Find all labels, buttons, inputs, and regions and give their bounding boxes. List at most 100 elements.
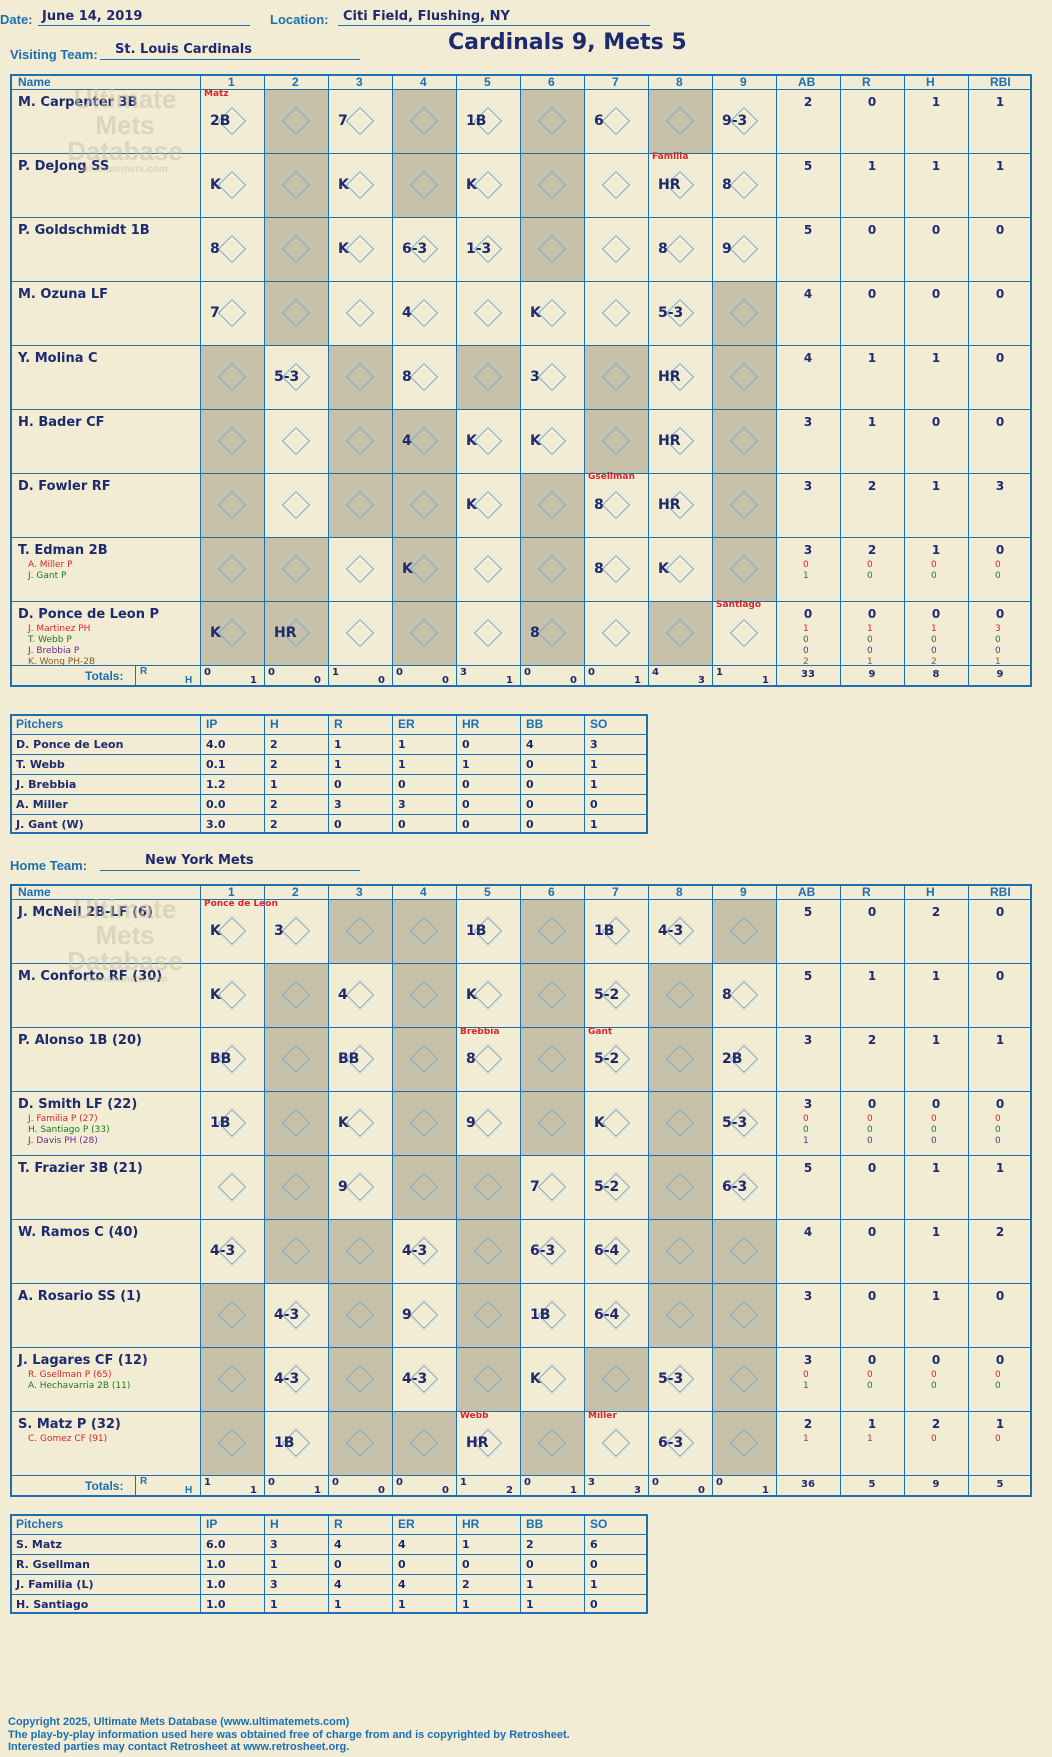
home-team-label: Home Team: xyxy=(10,858,88,873)
batter-stat: 3 xyxy=(803,1289,813,1303)
watermark-line: Mets xyxy=(95,920,155,950)
inning-cell-shaded xyxy=(392,1091,456,1155)
batter-stat: 0 xyxy=(995,543,1005,557)
batter-stat: 0 xyxy=(931,223,941,237)
column-header-stat: AB xyxy=(798,75,816,89)
play-notation: K xyxy=(594,1115,605,1131)
substitute-stat: 0 xyxy=(931,1136,937,1146)
pitcher-header: HR xyxy=(462,1517,480,1531)
location-value: Citi Field, Flushing, NY xyxy=(343,9,510,24)
pitcher-stat: 0 xyxy=(334,778,342,791)
ultimate-mets-watermark: Ultimate Mets Database ultimatemets.com xyxy=(60,896,190,986)
batter-stat: 1 xyxy=(931,969,941,983)
pitcher-row-divider xyxy=(10,814,648,815)
play-notation: 7 xyxy=(530,1179,540,1195)
pitcher-header: H xyxy=(270,717,279,731)
batter-stat: 1 xyxy=(867,1417,877,1431)
play-notation: 1B xyxy=(466,923,487,939)
substitute-stat: 0 xyxy=(931,571,937,581)
batter-stat: 0 xyxy=(931,1353,941,1367)
pitcher-row-divider xyxy=(10,774,648,775)
pitcher-change-note: Santiago xyxy=(716,600,762,610)
pitcher-stat: 2 xyxy=(270,798,278,811)
totals-divider xyxy=(135,665,136,687)
date-label: Date: xyxy=(0,12,33,27)
play-notation: 6-3 xyxy=(402,241,428,257)
pitcher-change-note: Gant xyxy=(588,1027,613,1037)
date-underline xyxy=(38,25,250,26)
pitcher-header: SO xyxy=(590,717,608,731)
column-header-stat: RBI xyxy=(990,75,1011,89)
batter-stat: 0 xyxy=(867,287,877,301)
pitcher-stat: 4 xyxy=(398,1578,406,1591)
inning-cell-shaded xyxy=(712,281,776,345)
substitute-stat: 0 xyxy=(803,560,809,570)
inning-cell-shaded xyxy=(520,473,584,537)
header-divider xyxy=(10,89,1032,90)
inning-hits-total: 0 xyxy=(378,1485,385,1496)
play-notation: 1B xyxy=(530,1307,551,1323)
play-notation: 5-2 xyxy=(594,1179,620,1195)
substitute-stat: 1 xyxy=(803,1381,809,1391)
substitute-name: H. Santiago P (33) xyxy=(28,1125,110,1135)
inning-cell-shaded xyxy=(392,899,456,963)
batter-stat: 1 xyxy=(931,95,941,109)
play-notation: 1B xyxy=(594,923,615,939)
batter-stat: 0 xyxy=(867,905,877,919)
batter-stat: 5 xyxy=(803,159,813,173)
stat-divider xyxy=(968,884,969,1497)
pitcher-stat: 0 xyxy=(462,818,470,831)
batter-stat: 0 xyxy=(995,1097,1005,1111)
pitcher-header: IP xyxy=(206,1517,218,1531)
batter-stat: 0 xyxy=(931,415,941,429)
visiting-team-label: Visiting Team: xyxy=(10,47,98,62)
substitute-name: J. Familia P (27) xyxy=(28,1114,98,1124)
batter-stat: 1 xyxy=(931,1161,941,1175)
pitcher-col-divider xyxy=(328,714,329,834)
pitcher-change-note: Webb xyxy=(460,1411,489,1421)
substitute-stat: 2 xyxy=(931,657,937,667)
substitute-stat: 2 xyxy=(803,657,809,667)
batter-stat: 0 xyxy=(931,1097,941,1111)
batter-name: P. DeJong SS xyxy=(18,159,110,174)
inning-cell-shaded xyxy=(712,1283,776,1347)
column-header-stat: H xyxy=(926,885,935,899)
play-notation: 1B xyxy=(274,1435,295,1451)
batter-stat: 1 xyxy=(931,159,941,173)
inning-divider xyxy=(456,884,457,1497)
footer-copyright: Copyright 2025, Ultimate Mets Database (… xyxy=(8,1716,350,1728)
column-header-inning: 8 xyxy=(676,75,683,89)
pitcher-col-divider xyxy=(200,714,201,834)
substitute-stat: 0 xyxy=(995,1136,1001,1146)
pitcher-stat: 1 xyxy=(590,1578,598,1591)
pitcher-col-divider xyxy=(392,1514,393,1614)
pitcher-row-divider xyxy=(10,1574,648,1575)
column-header-inning: 1 xyxy=(228,885,235,899)
inning-hits-total: 1 xyxy=(506,675,513,686)
row-divider xyxy=(10,1283,1032,1284)
play-notation: K xyxy=(466,177,477,193)
pitcher-col-divider xyxy=(584,1514,585,1614)
inning-runs-total: 0 xyxy=(716,1477,723,1488)
team-total-stat: 9 xyxy=(996,669,1004,680)
pitcher-stat: R. Gsellman xyxy=(16,1558,90,1571)
pitcher-col-divider xyxy=(328,1514,329,1614)
play-notation: K xyxy=(338,241,349,257)
batter-stat: 4 xyxy=(803,351,813,365)
inning-hits-total: 0 xyxy=(570,675,577,686)
pitcher-header: BB xyxy=(526,717,544,731)
pitcher-stat: 0 xyxy=(462,798,470,811)
inning-hits-total: 1 xyxy=(570,1485,577,1496)
home-team-value: New York Mets xyxy=(145,853,254,868)
play-notation: 9 xyxy=(722,241,732,257)
pitcher-stat: 0 xyxy=(334,818,342,831)
inning-cell-shaded xyxy=(648,963,712,1027)
play-notation: 6 xyxy=(594,113,604,129)
batter-stat: 0 xyxy=(995,1289,1005,1303)
pitcher-header: BB xyxy=(526,1517,544,1531)
inning-hits-total: 0 xyxy=(442,675,449,686)
play-notation: K xyxy=(466,497,477,513)
substitute-stat: 0 xyxy=(867,1381,873,1391)
row-divider xyxy=(10,345,1032,346)
substitute-stat: 0 xyxy=(867,1136,873,1146)
